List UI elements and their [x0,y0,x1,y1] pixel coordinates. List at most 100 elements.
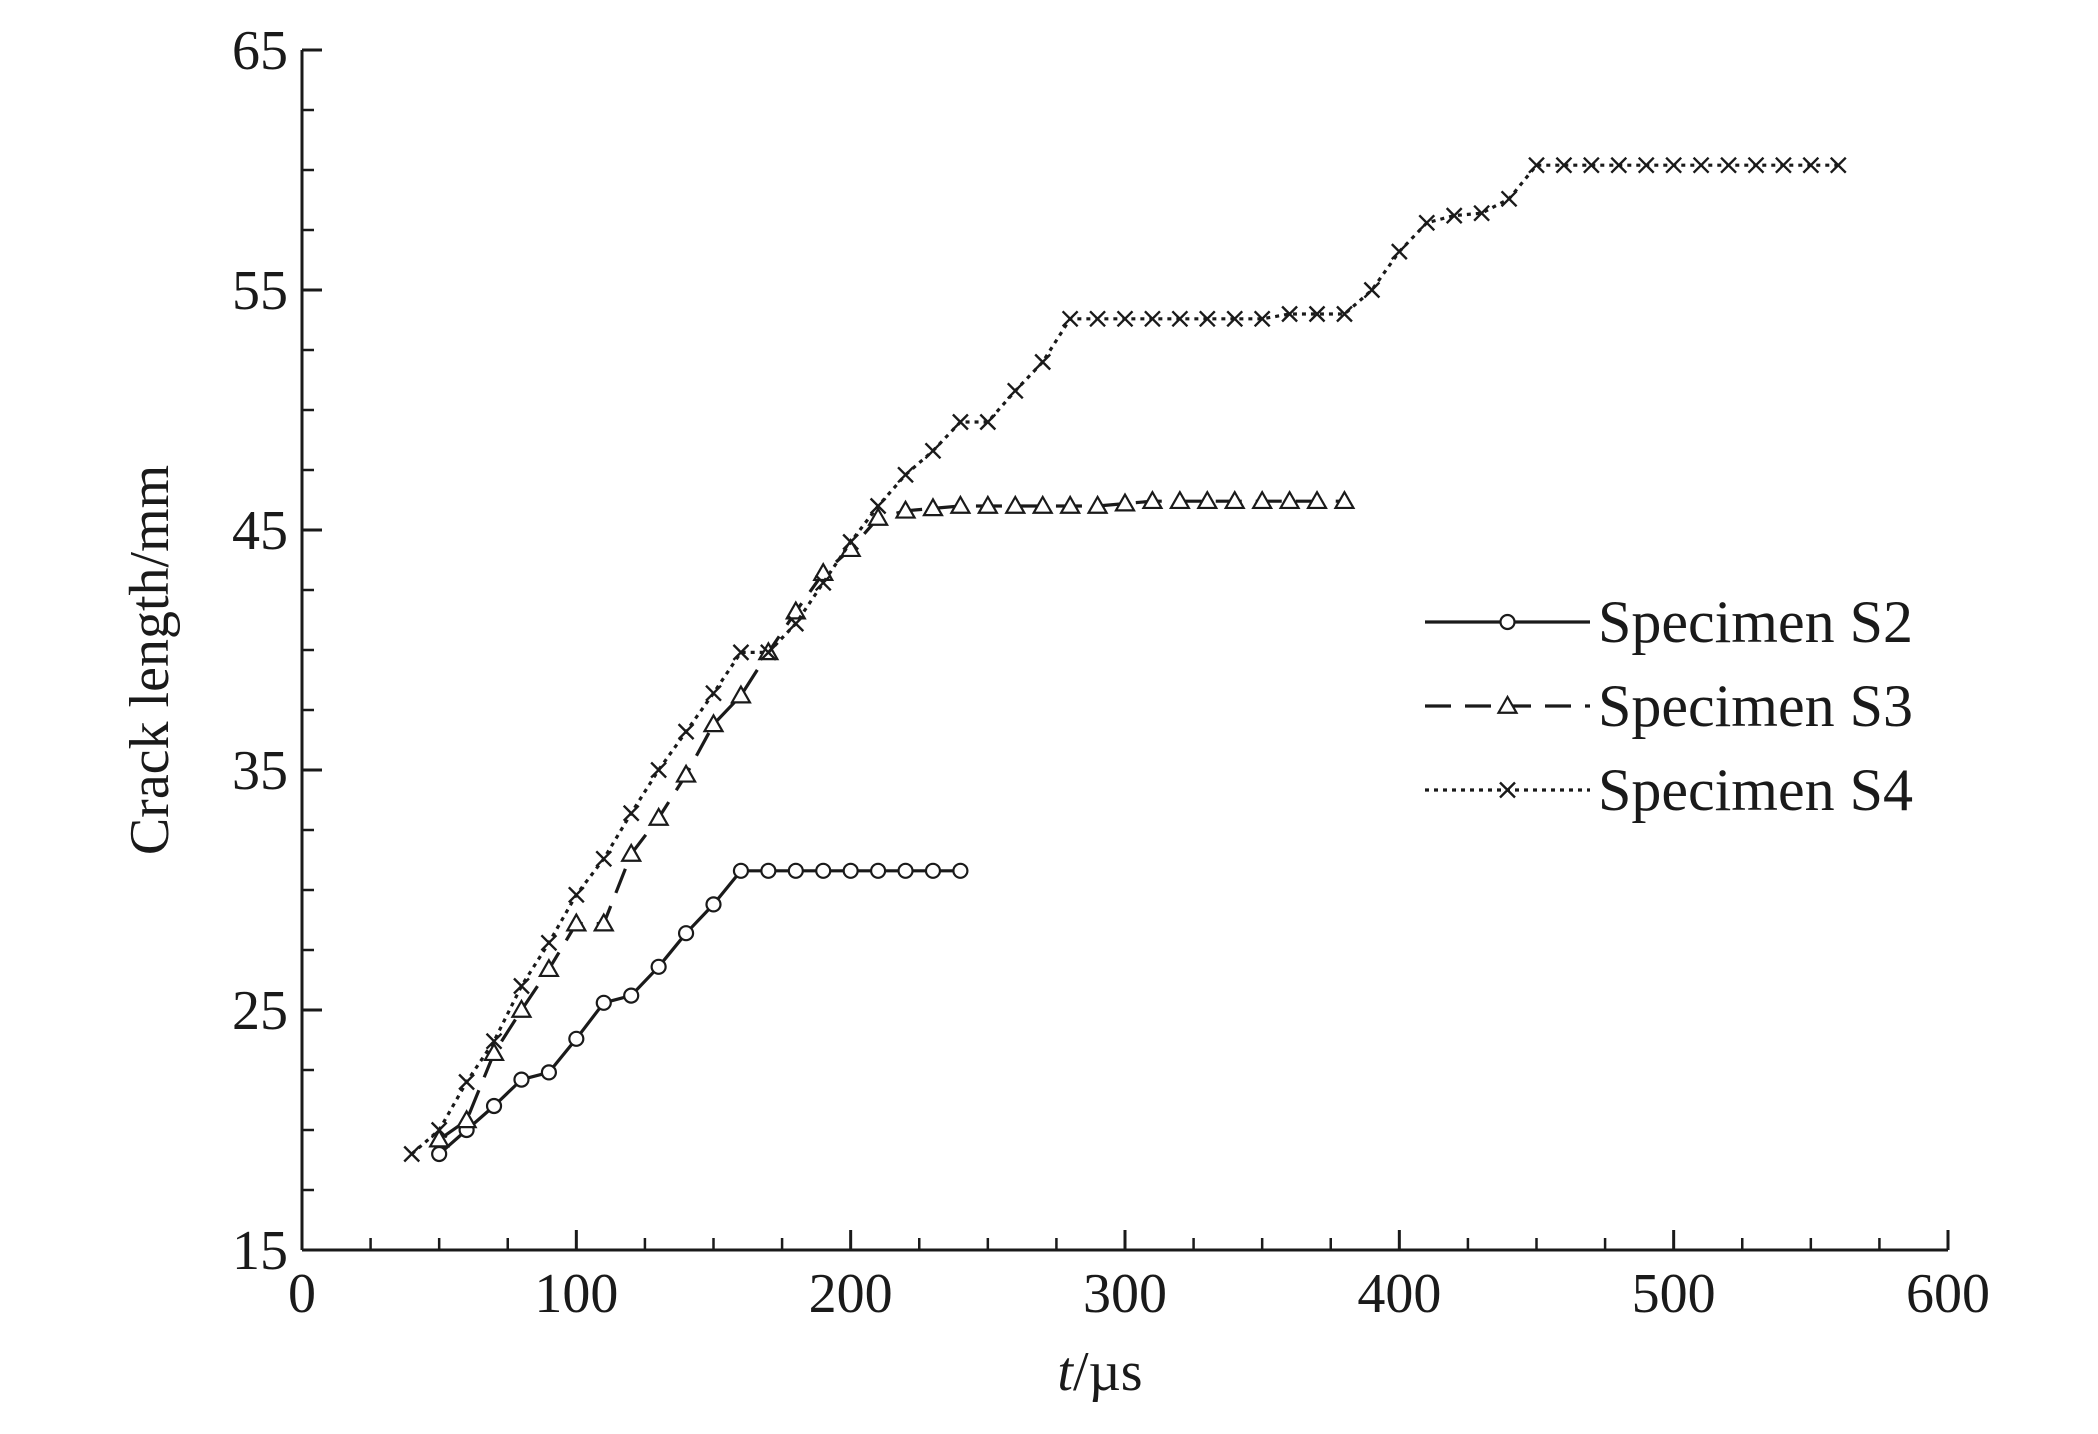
data-point-3 [403,1145,421,1163]
data-point-2 [976,494,999,514]
x-axis-title-variable: t [1057,1341,1074,1403]
data-point-3 [1473,204,1490,222]
data-point-3 [1583,156,1600,174]
y-tick-label: 25 [232,980,288,1042]
data-point-3 [1692,156,1710,174]
data-point-2 [538,957,560,978]
legend-label-2: Specimen S3 [1598,673,1913,739]
legend-marker-2 [1496,694,1519,714]
data-point-2 [510,998,533,1018]
series-line-3 [410,163,1839,1156]
data-point-3 [677,723,695,740]
data-point-3 [1747,156,1765,174]
data-point-1 [869,862,887,879]
data-point-2 [1141,489,1164,510]
data-point-3 [1144,310,1161,328]
series-line-2 [438,499,1345,1141]
legend: Specimen S2 Specimen S3 Specimen S4 [1425,589,1913,823]
y-tick-label: 55 [232,260,288,322]
y-axis-title: Crack length/mm [119,465,181,855]
data-point-2 [1333,489,1356,510]
data-point-3 [1637,156,1655,174]
data-point-3 [897,466,914,484]
data-point-2 [455,1109,478,1129]
legend-item-2: Specimen S3 [1425,673,1913,739]
data-point-3 [595,850,613,868]
data-point-1 [513,1071,530,1088]
data-point-3 [540,934,558,952]
data-point-3 [1390,243,1408,260]
data-point-2 [483,1041,505,1062]
data-point-2 [1059,494,1082,514]
data-point-3 [1116,310,1134,328]
legend-label-3: Specimen S4 [1598,757,1913,823]
axes-layer: 0 100 200 300 400 500 600 15 25 35 45 55 65 [232,20,1990,1325]
data-point-1 [623,987,640,1004]
data-point-3 [869,497,887,515]
data-point-1 [540,1064,558,1081]
legend-marker-1 [1499,613,1516,631]
x-tick-label: 400 [1357,1263,1441,1325]
data-point-3 [567,886,585,904]
data-point-3 [842,533,860,551]
data-point-3 [1445,207,1463,224]
series-layer [403,156,1847,1163]
data-point-2 [592,912,615,932]
data-point-3 [1336,305,1353,323]
legend-item-1: Specimen S2 [1425,589,1913,655]
legend-item-3: Specimen S4 [1425,757,1913,823]
data-point-3 [760,644,777,661]
data-point-2 [1278,489,1301,510]
data-point-2 [1004,494,1027,514]
data-point-3 [787,615,805,632]
data-point-3 [622,804,640,822]
data-point-1 [815,862,832,879]
data-point-1 [650,958,667,975]
data-point-2 [1086,494,1109,514]
x-tick-label: 500 [1632,1263,1716,1325]
y-tick-label: 15 [232,1220,288,1282]
x-axis-title: t/µs [1057,1341,1142,1403]
data-point-3 [1720,156,1737,174]
x-tick-label: 200 [809,1263,893,1325]
data-point-3 [1226,310,1244,328]
data-point-3 [1253,310,1271,328]
data-point-3 [814,574,832,592]
data-point-2 [1031,494,1054,514]
data-point-3 [1610,156,1628,174]
data-point-1 [924,862,942,879]
data-point-1 [952,862,969,879]
data-point-2 [784,600,807,620]
data-point-3 [485,1032,503,1050]
data-point-2 [1251,489,1274,510]
data-point-3 [705,684,722,702]
data-point-1 [787,862,804,879]
data-point-3 [1006,382,1024,400]
data-point-3 [1775,156,1792,174]
data-point-3 [1555,156,1573,174]
data-point-3 [1665,156,1683,174]
y-tick-label: 65 [232,20,288,82]
data-point-3 [1171,310,1189,328]
data-point-1 [431,1145,448,1163]
data-point-1 [897,862,914,879]
legend-label-1: Specimen S2 [1598,589,1913,655]
data-point-3 [1802,156,1820,174]
series-1 [431,862,969,1163]
data-point-2 [1168,489,1191,510]
data-point-3 [1500,190,1518,208]
data-point-1 [705,896,722,913]
data-point-3 [1034,353,1052,371]
data-point-1 [732,862,750,879]
y-tick-label: 35 [232,740,288,802]
y-tick-label: 45 [232,500,288,562]
data-point-3 [1308,305,1326,323]
data-point-3 [924,442,942,460]
data-point-3 [1418,214,1436,232]
data-point-2 [1223,489,1246,510]
x-tick-label: 600 [1906,1263,1990,1325]
data-point-2 [620,842,643,862]
data-point-3 [430,1121,448,1139]
data-point-2 [1114,492,1136,512]
